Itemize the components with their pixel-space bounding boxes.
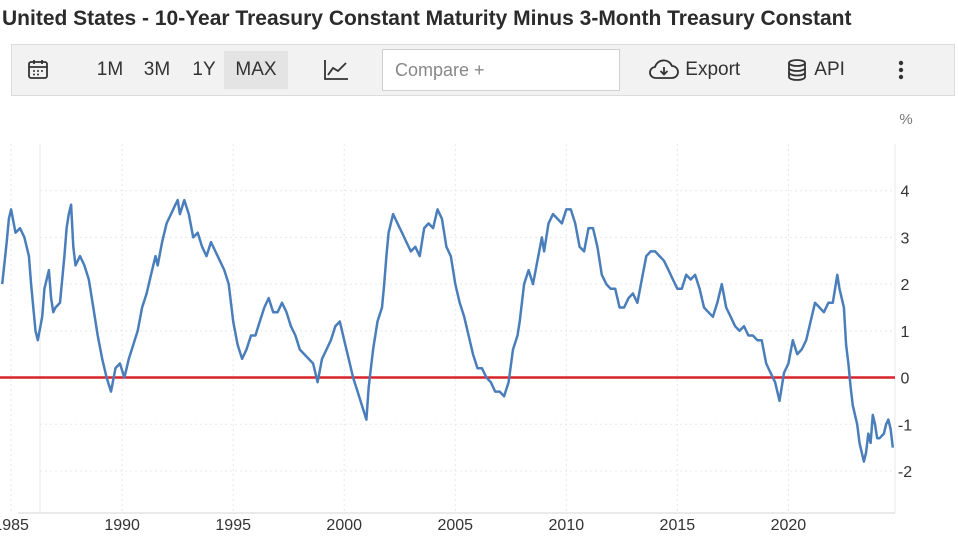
y-tick-label: -1 — [898, 417, 912, 434]
y-tick-label: 2 — [901, 277, 910, 294]
api-label: API — [814, 59, 845, 80]
y-tick-label: 0 — [901, 371, 910, 388]
export-button[interactable]: Export — [648, 51, 754, 89]
range-1y-button[interactable]: 1Y — [192, 59, 216, 80]
x-tick-label: 2005 — [437, 517, 473, 534]
x-tick-label: 2015 — [660, 517, 696, 534]
x-tick-label: 2010 — [549, 517, 585, 534]
x-tick-label: 2000 — [326, 517, 362, 534]
series-line — [0, 198, 895, 463]
line-chart-icon[interactable] — [318, 51, 354, 89]
page-title: United States - 10-Year Treasury Constan… — [2, 7, 852, 30]
chart-toolbar: 1M 3M 1Y MAX Export API — [11, 44, 955, 96]
x-tick-label: 1990 — [104, 517, 140, 534]
calendar-icon[interactable] — [20, 51, 56, 89]
database-icon — [788, 59, 806, 81]
more-vertical-icon[interactable] — [888, 51, 914, 89]
y-tick-label: 1 — [901, 324, 910, 341]
y-tick-label: -2 — [898, 464, 912, 481]
y-tick-label: 4 — [901, 184, 910, 201]
range-max-button[interactable]: MAX — [224, 51, 288, 89]
cloud-download-icon — [649, 59, 679, 79]
export-label: Export — [685, 59, 741, 80]
x-tick-label: 1995 — [215, 517, 251, 534]
api-button[interactable]: API — [785, 51, 859, 89]
y-tick-label: 3 — [901, 230, 910, 247]
compare-input[interactable] — [382, 49, 620, 91]
x-tick-label: 1985 — [0, 517, 29, 534]
x-tick-label: 2020 — [771, 517, 807, 534]
spread-line-chart: 1985 1990 1995 2000 2005 2010 2015 2020 -2 -1 0 1 2… — [0, 111, 913, 534]
range-1m-button[interactable]: 1M — [96, 59, 124, 80]
range-3m-button[interactable]: 3M — [143, 59, 171, 80]
y-axis-unit-label: % — [899, 111, 912, 128]
